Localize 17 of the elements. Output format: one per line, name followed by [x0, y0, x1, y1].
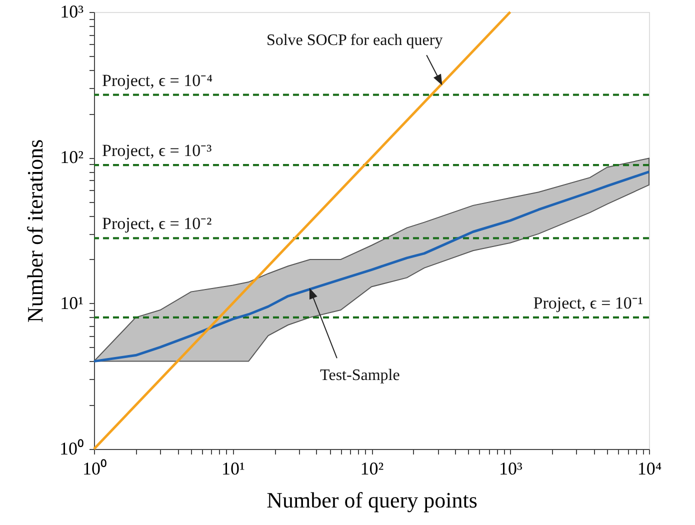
y-tick-label: 10² [60, 147, 84, 168]
x-tick-label: 10⁴ [637, 458, 662, 478]
y-tick-label: 10³ [60, 2, 84, 22]
y-tick-label: 10¹ [60, 292, 84, 313]
x-tick-label: 10¹ [222, 458, 245, 478]
annotation: Test-Sample [320, 367, 400, 384]
x-tick-label: 10⁰ [82, 458, 106, 478]
annotation: Project, ϵ = 10⁻¹ [533, 293, 643, 312]
annotation: Project, ϵ = 10⁻⁴ [102, 70, 213, 90]
annotation: Project, ϵ = 10⁻² [102, 214, 212, 234]
x-tick-label: 10³ [499, 458, 524, 478]
x-axis-title: Number of query points [266, 488, 478, 512]
annotation: Project, ϵ = 10⁻³ [102, 141, 212, 160]
y-tick-label: 10⁰ [60, 438, 84, 458]
x-tick-label: 10² [360, 458, 384, 478]
y-axis-title: Number of iterations [22, 139, 48, 323]
annotation: Solve SOCP for each query [266, 32, 443, 50]
